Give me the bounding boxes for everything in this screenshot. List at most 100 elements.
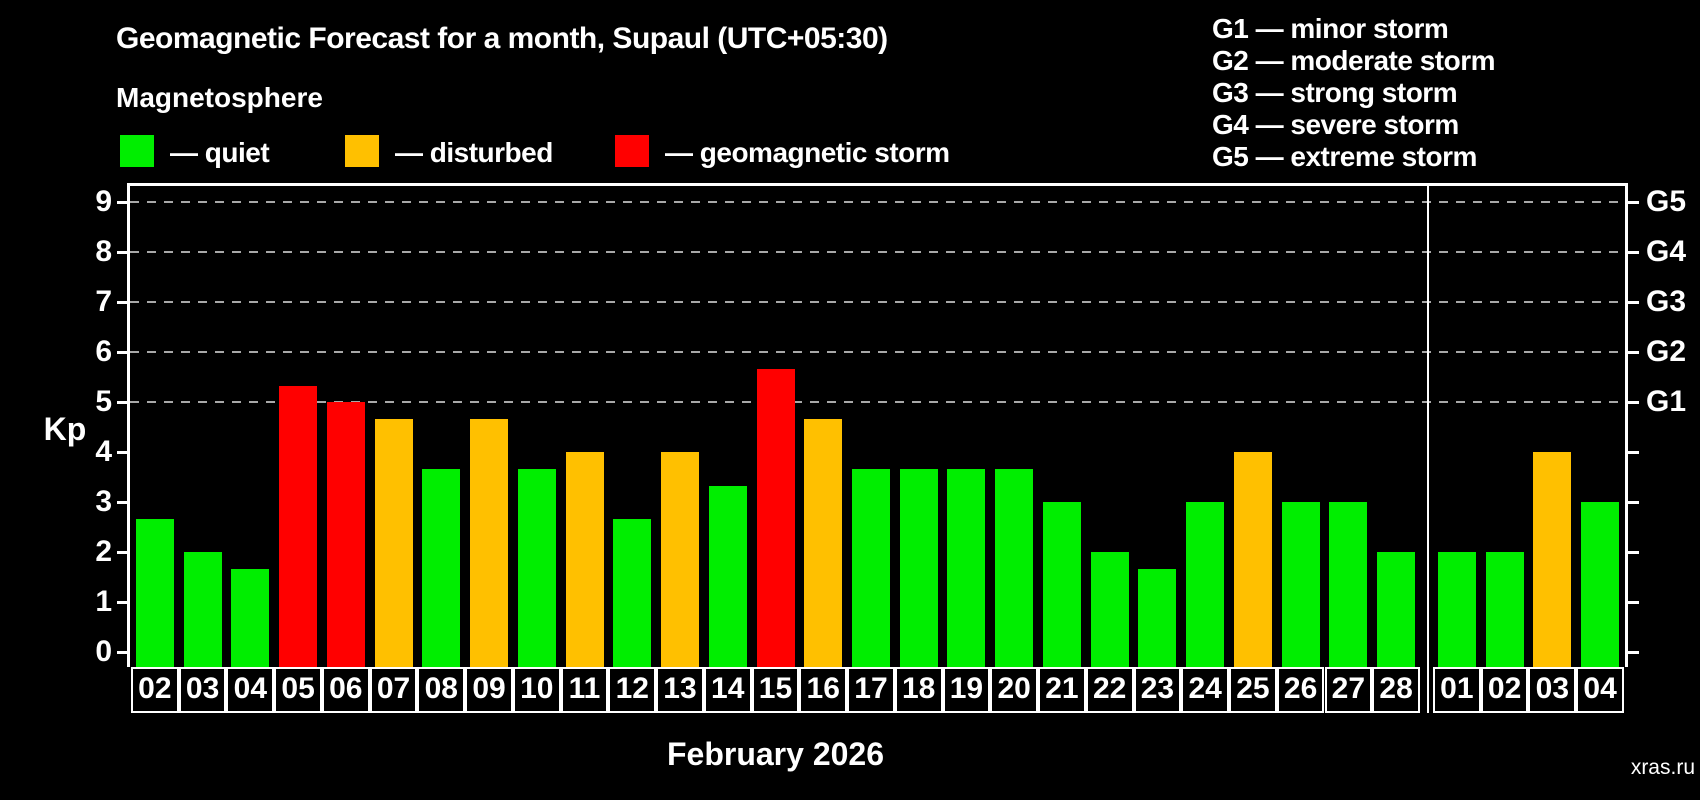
y-tick-label-7: 7 (95, 285, 112, 318)
date-label-22-20: 22 (1085, 667, 1134, 713)
kp-bar-03-29 (1533, 452, 1572, 667)
y-tick-0 (117, 651, 128, 654)
kp-bar-16-14 (804, 418, 843, 667)
watermark: xras.ru (1630, 756, 1695, 779)
date-label-23-21: 23 (1133, 667, 1182, 713)
y-tick-label-9: 9 (95, 185, 112, 218)
date-label-27-25: 27 (1324, 667, 1373, 713)
kp-bar-14-12 (708, 485, 747, 667)
kp-bar-04-2 (231, 568, 270, 667)
g2-legend-line: G2 — moderate storm (1212, 45, 1496, 76)
kp-bar-26-24 (1281, 502, 1320, 667)
y-tick-label-4: 4 (95, 435, 112, 468)
date-label-12-10: 12 (608, 667, 657, 713)
date-label-13-11: 13 (656, 667, 704, 713)
y-tick-label-3: 3 (95, 485, 112, 518)
page-title: Geomagnetic Forecast for a month, Supaul… (116, 22, 888, 55)
y-tick-2 (117, 551, 128, 554)
kp-bar-12-10 (613, 518, 652, 667)
kp-bar-03-1 (183, 552, 222, 667)
quiet-color-swatch (120, 135, 154, 167)
kp-bar-20-18 (995, 468, 1034, 667)
g5-legend-line: G5 — extreme storm (1212, 141, 1477, 172)
kp-bar-05-3 (279, 385, 318, 667)
right-tick-9 (1628, 201, 1639, 204)
storm-scale-legend: G1 — minor storm G2 — moderate storm G3 … (1212, 13, 1496, 173)
y-axis-line (127, 183, 130, 667)
g1-legend-line: G1 — minor storm (1212, 13, 1449, 44)
right-axis-line (1625, 183, 1628, 667)
y-axis-title: Kp (43, 411, 87, 447)
storm-color-swatch (615, 135, 649, 167)
date-label-04-30: 04 (1576, 667, 1624, 713)
right-tick-8 (1628, 251, 1639, 254)
y-tick-7 (117, 301, 128, 304)
disturbed-color-swatch (345, 135, 379, 167)
y-tick-label-8: 8 (95, 235, 112, 268)
kp-bar-11-9 (565, 452, 604, 667)
date-label-09-7: 09 (465, 667, 513, 713)
date-label-16-14: 16 (799, 667, 848, 713)
gridline-kp7 (130, 301, 1625, 303)
date-label-04-2: 04 (226, 667, 275, 713)
date-label-06-4: 06 (321, 667, 370, 713)
y-tick-6 (117, 351, 128, 354)
legend-label-quiet: — quiet (170, 137, 270, 168)
date-label-05-3: 05 (274, 667, 322, 713)
gridline-kp6 (130, 351, 1625, 353)
g-scale-label-G4: G4 (1646, 235, 1687, 268)
kp-bar-18-16 (899, 468, 938, 667)
date-label-03-1: 03 (178, 667, 227, 713)
legend-label-storm: — geomagnetic storm (665, 137, 950, 168)
date-label-14-12: 14 (703, 667, 752, 713)
y-tick-8 (117, 251, 128, 254)
gridline-kp5 (130, 401, 1625, 403)
g-scale-label-G3: G3 (1646, 285, 1687, 318)
right-tick-7 (1628, 301, 1639, 304)
y-tick-4 (117, 451, 128, 454)
y-tick-label-6: 6 (95, 335, 112, 368)
kp-bar-24-22 (1186, 502, 1225, 667)
g-scale-label-G1: G1 (1646, 385, 1687, 418)
date-label-11-9: 11 (560, 667, 609, 713)
kp-bar-07-5 (374, 418, 413, 667)
date-label-17-15: 17 (847, 667, 895, 713)
g-scale-label-G2: G2 (1646, 335, 1687, 368)
kp-bar-02-0 (135, 518, 174, 667)
gridline-kp9 (130, 201, 1625, 203)
date-label-26-24: 26 (1276, 667, 1325, 713)
legend-label-disturbed: — disturbed (395, 137, 553, 168)
kp-bar-28-26 (1377, 552, 1416, 667)
y-tick-1 (117, 601, 128, 604)
date-label-10-8: 10 (512, 667, 561, 713)
right-tick-2 (1628, 551, 1639, 554)
kp-bar-13-11 (661, 452, 700, 667)
kp-bar-06-4 (326, 402, 365, 667)
kp-bar-23-21 (1138, 568, 1177, 667)
date-label-02-0: 02 (131, 667, 179, 713)
g4-legend-line: G4 — severe storm (1212, 109, 1459, 140)
y-tick-label-2: 2 (95, 535, 112, 568)
kp-bar-02-28 (1485, 552, 1524, 667)
kp-bar-27-25 (1329, 502, 1368, 667)
date-label-03-29: 03 (1528, 667, 1577, 713)
date-label-19-17: 19 (942, 667, 991, 713)
y-tick-label-1: 1 (95, 585, 112, 618)
right-tick-3 (1628, 501, 1639, 504)
g3-legend-line: G3 — strong storm (1212, 77, 1458, 108)
g-scale-label-G5: G5 (1646, 185, 1687, 218)
kp-bar-22-20 (1090, 552, 1129, 667)
date-label-28-26: 28 (1372, 667, 1420, 713)
kp-bar-01-27 (1437, 552, 1476, 667)
date-label-01-27: 01 (1433, 667, 1481, 713)
kp-bar-19-17 (947, 468, 986, 667)
y-tick-9 (117, 201, 128, 204)
kp-bar-21-19 (1042, 502, 1081, 667)
month-separator-line (1427, 186, 1429, 713)
magnetosphere-label: Magnetosphere (116, 82, 323, 113)
date-label-08-6: 08 (417, 667, 466, 713)
gridline-kp8 (130, 251, 1625, 253)
x-axis-title: February 2026 (666, 736, 884, 772)
kp-bar-09-7 (470, 418, 509, 667)
kp-bar-25-23 (1233, 452, 1272, 667)
